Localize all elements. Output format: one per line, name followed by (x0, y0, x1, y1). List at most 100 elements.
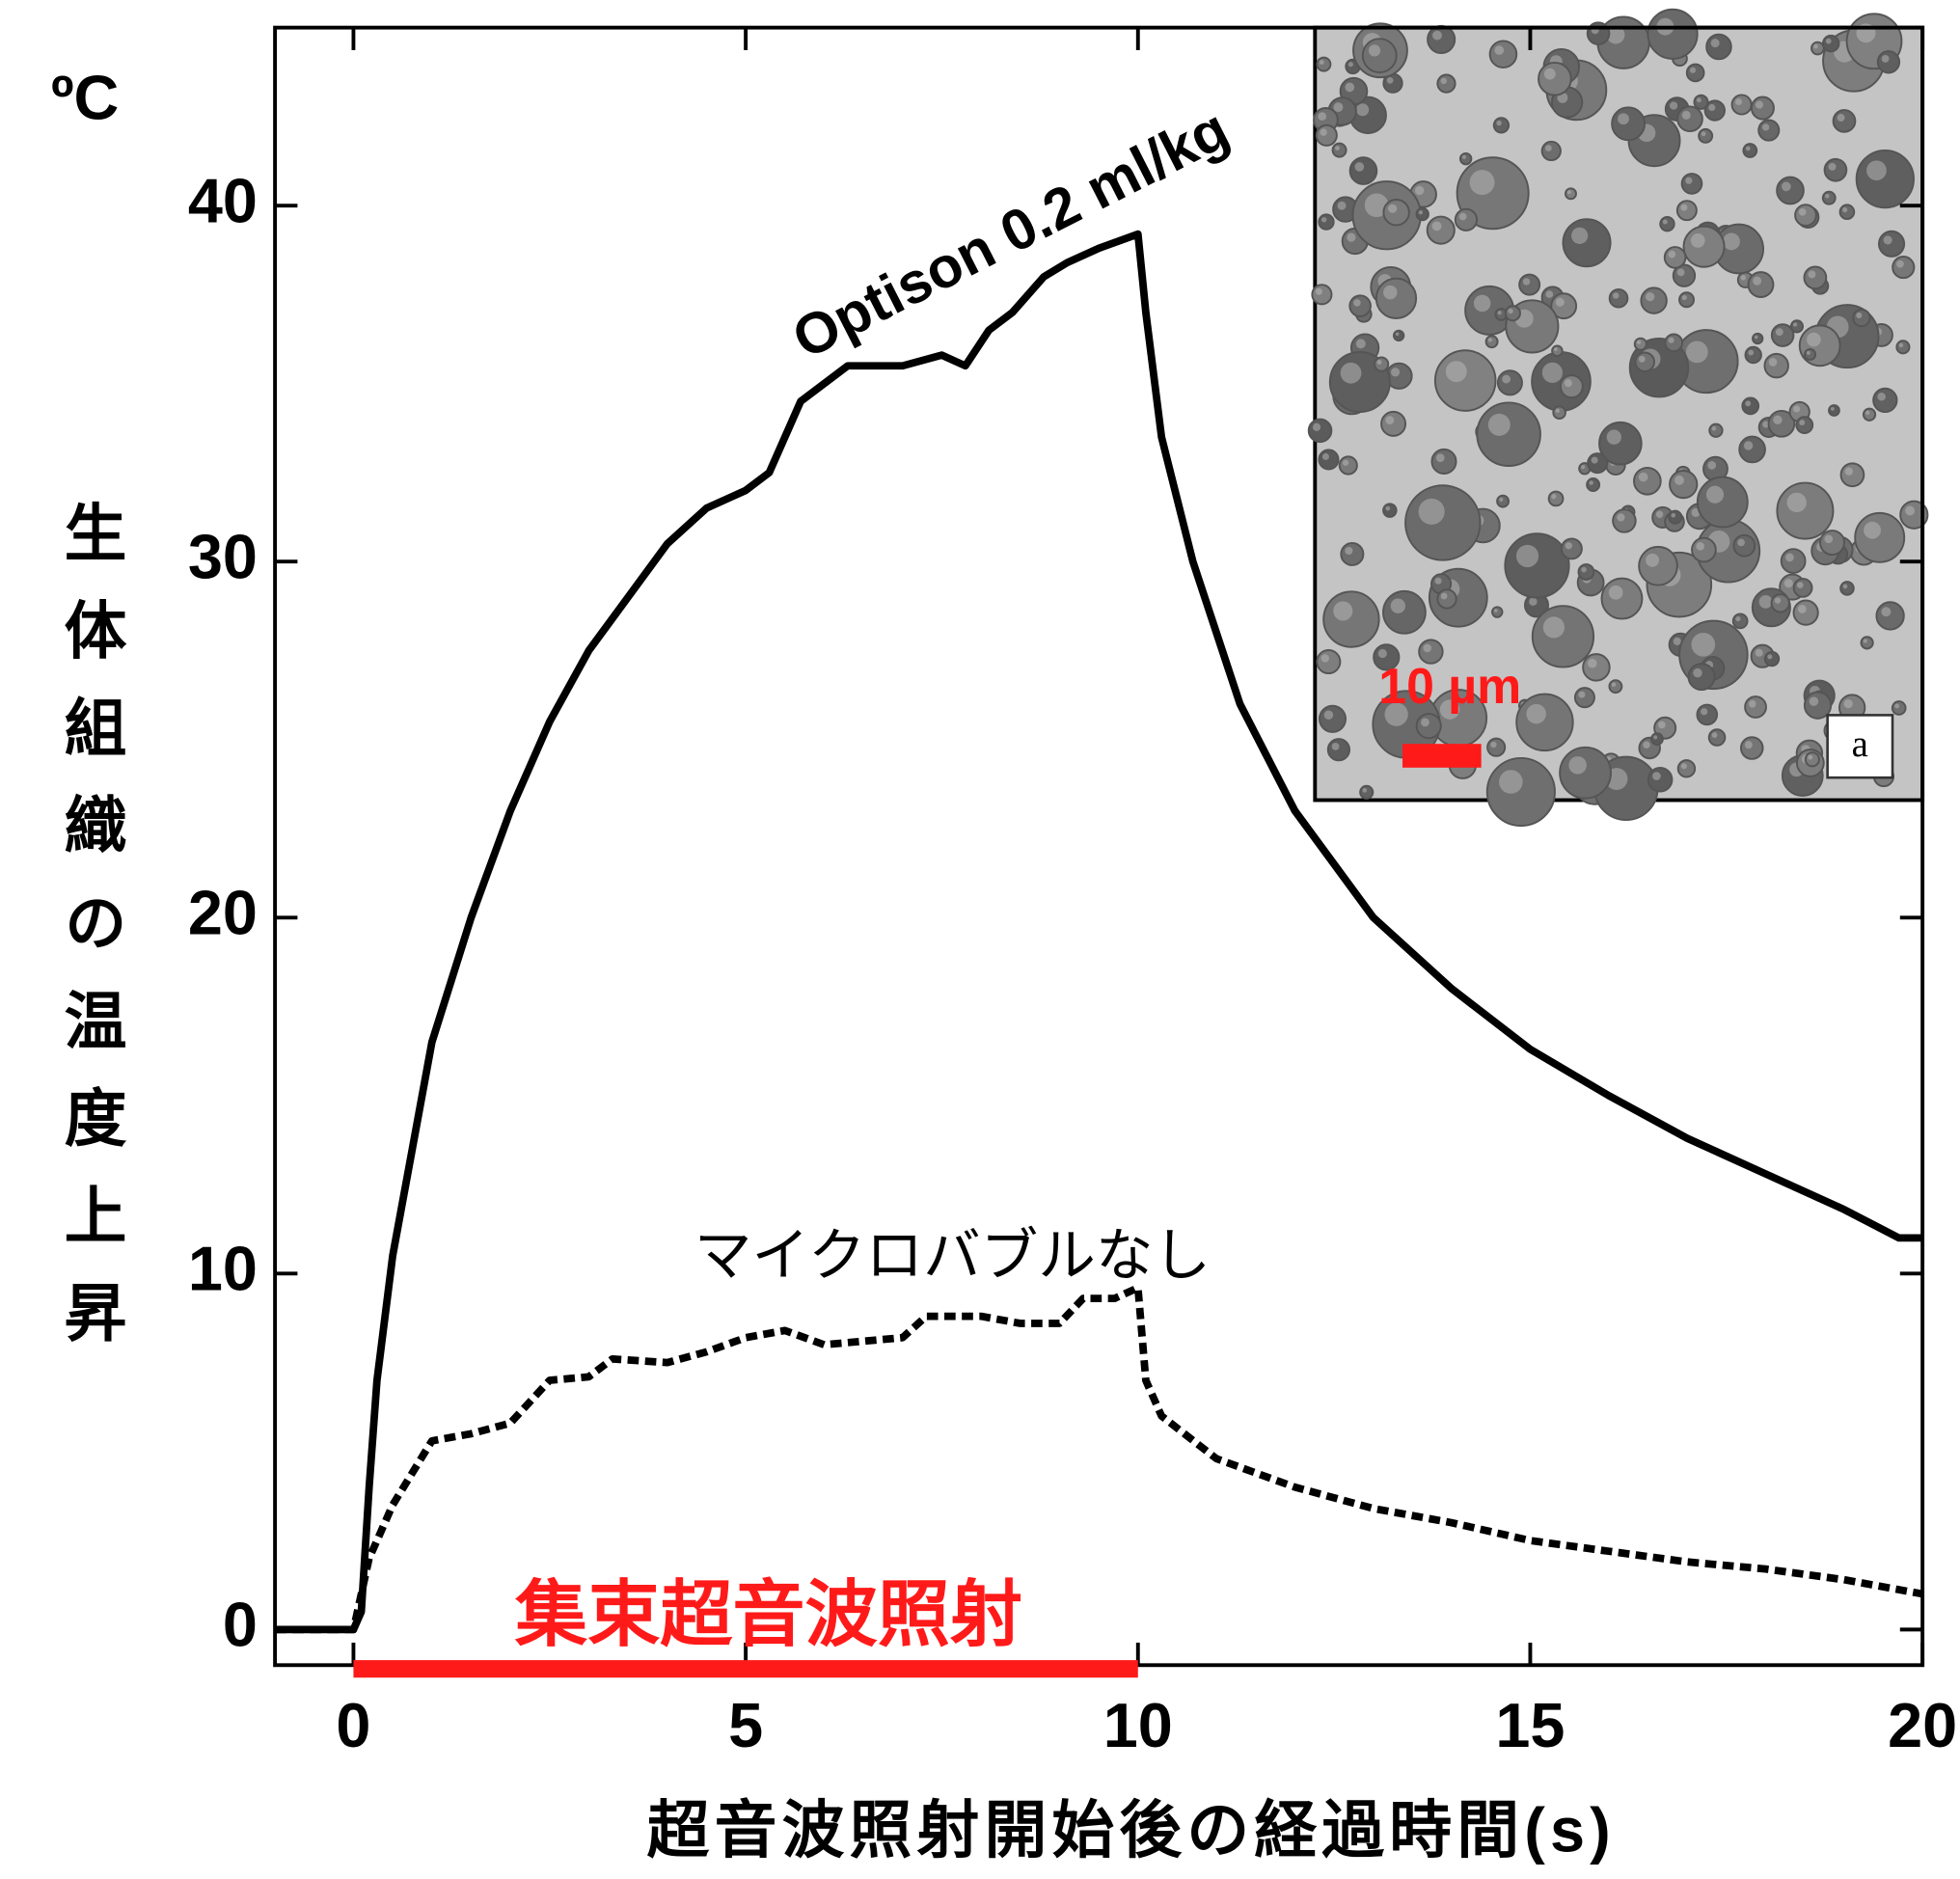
bubble (1692, 538, 1716, 562)
bubble-highlight (1653, 735, 1657, 739)
bubble (1698, 477, 1748, 528)
bubble-highlight (1324, 711, 1333, 720)
bubble-highlight (1369, 44, 1380, 56)
bubble-highlight (1784, 579, 1793, 587)
bubble-highlight (1362, 788, 1367, 793)
bubble-highlight (1682, 111, 1691, 120)
bubble (1709, 424, 1722, 437)
bubble-highlight (1707, 461, 1716, 470)
bubble (1363, 39, 1397, 72)
bubble (1665, 247, 1686, 268)
unit-label: ºC (51, 62, 119, 132)
bubble-highlight (1353, 299, 1361, 307)
bubble (1562, 538, 1582, 558)
bubble (1319, 214, 1333, 229)
bubble (1428, 217, 1455, 244)
bubble-highlight (1690, 68, 1696, 73)
bubble-highlight (1462, 155, 1466, 159)
bubble (1497, 496, 1509, 507)
bubble (1533, 606, 1593, 667)
bubble (1823, 36, 1839, 52)
bubble-highlight (1435, 578, 1442, 585)
bubble (1805, 349, 1815, 360)
bubble-highlight (1843, 585, 1848, 589)
bubble-highlight (1383, 286, 1397, 299)
bubble-highlight (1810, 696, 1819, 706)
bubble-highlight (1723, 233, 1740, 251)
bubble-highlight (1882, 55, 1890, 63)
bubble (1840, 204, 1855, 219)
bubble-highlight (1824, 534, 1833, 543)
bubble (1319, 449, 1338, 469)
bubble-highlight (1571, 228, 1588, 244)
bubble-highlight (1341, 363, 1362, 384)
bubble-highlight (1498, 311, 1502, 314)
bubble (1791, 320, 1803, 332)
bubble (1460, 153, 1471, 164)
irradiation-bar (353, 1660, 1137, 1677)
bubble (1563, 219, 1610, 266)
bubble (1651, 733, 1663, 745)
bubble-highlight (1741, 275, 1746, 280)
bubble (1635, 353, 1654, 372)
bubble-highlight (1762, 123, 1769, 130)
bubble-highlight (1419, 210, 1423, 214)
bubble (1765, 652, 1779, 666)
bubble (1375, 358, 1388, 371)
bubble (1613, 509, 1636, 532)
bubble-highlight (1545, 290, 1553, 298)
bubble (1583, 654, 1610, 681)
bubble (1490, 41, 1517, 68)
bubble-highlight (1617, 513, 1624, 521)
bubble (1745, 696, 1766, 718)
bubble-highlight (1567, 190, 1571, 194)
bubble-highlight (1864, 522, 1881, 539)
bubble (1431, 449, 1456, 474)
bubble (1648, 768, 1673, 792)
bubble (1841, 463, 1865, 486)
bubble-highlight (1658, 722, 1666, 729)
bubble-highlight (1432, 31, 1442, 41)
bubble (1732, 95, 1752, 114)
bubble-highlight (1387, 77, 1394, 84)
bubble (1665, 335, 1682, 352)
bubble-highlight (1354, 162, 1364, 172)
bubble-highlight (1773, 416, 1782, 424)
scale-label: 10 µm (1378, 658, 1521, 714)
bubble-highlight (1391, 368, 1400, 376)
bubble-highlight (1807, 333, 1821, 347)
bubble-highlight (1396, 332, 1400, 336)
bubble-highlight (1808, 270, 1815, 278)
bubble-highlight (1735, 616, 1740, 621)
bubble (1349, 295, 1371, 316)
bubble-highlight (1825, 194, 1830, 199)
bubble-highlight (1712, 426, 1717, 431)
bubble (1428, 26, 1455, 53)
bubble-highlight (1881, 607, 1891, 616)
bubble (1552, 345, 1563, 356)
bubble (1733, 613, 1748, 628)
bubble-highlight (1693, 668, 1701, 677)
bubble-highlight (1313, 423, 1320, 431)
y-tick-label: 0 (223, 1589, 258, 1659)
bubble (1687, 65, 1704, 82)
bubble-highlight (1691, 233, 1705, 248)
bubble (1405, 485, 1480, 559)
bubble (1857, 150, 1914, 207)
bubble (1677, 106, 1702, 131)
bubble-highlight (1499, 498, 1503, 502)
bubble (1360, 786, 1373, 799)
bubble-highlight (1565, 542, 1572, 549)
y-axis-label: 生体組織の温度上昇 (55, 500, 126, 1377)
bubble (1323, 591, 1378, 646)
bubble-highlight (1378, 649, 1387, 658)
bubble-highlight (1674, 638, 1681, 645)
bubble-highlight (1320, 60, 1324, 65)
bubble-highlight (1526, 704, 1545, 723)
bubble-highlight (1838, 114, 1845, 122)
bubble-highlight (1745, 400, 1751, 406)
bubble-highlight (1756, 101, 1763, 109)
bubble-highlight (1712, 732, 1718, 738)
bubble (1317, 650, 1340, 673)
bubble (1610, 289, 1628, 308)
